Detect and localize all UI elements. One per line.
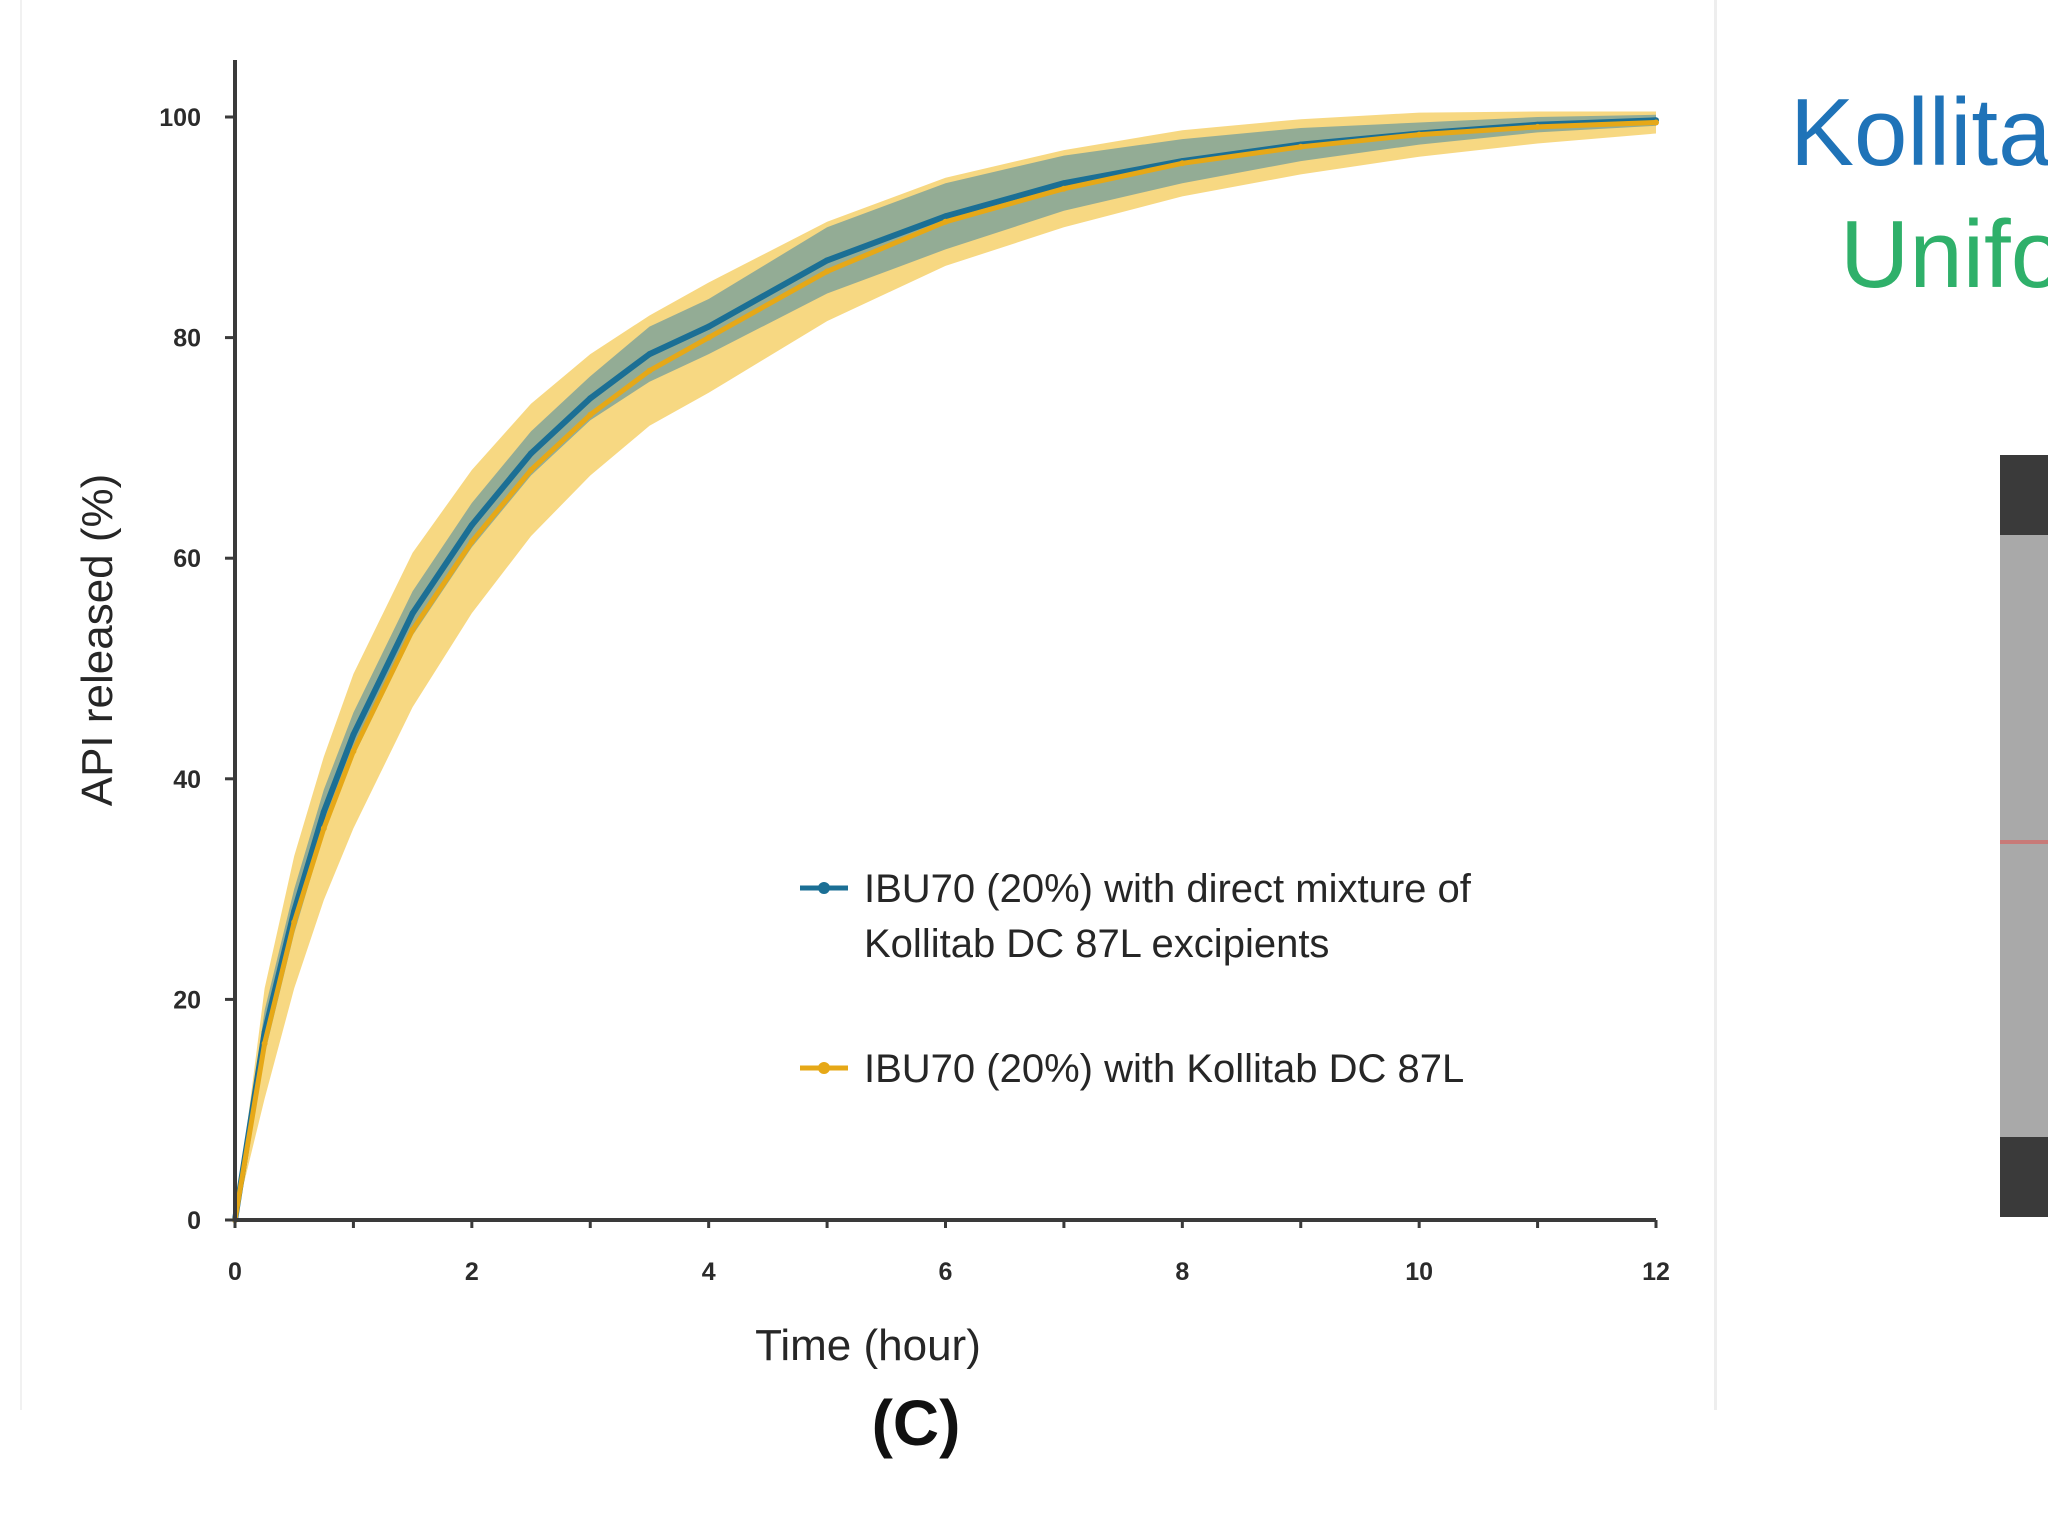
x-tick-label: 8 [1175,1258,1189,1286]
panel-label: (C) [872,1387,961,1459]
x-tick-label: 2 [465,1258,479,1286]
series-2-point [1060,185,1067,192]
legend-label: Kollitab DC 87L excipients [864,922,1329,966]
tablet-image-marker-line [2000,840,2048,844]
series-2-point [1534,123,1541,130]
series-2-point [1653,119,1659,126]
series-2-point [261,1040,268,1047]
tablet-image-dark-top [2000,455,2048,535]
series-2-point [1416,131,1423,138]
series-2-point [409,626,416,633]
series-2-point [468,538,475,545]
panel-divider [1714,0,1717,1410]
tablet-image-dark-bottom [2000,1137,2048,1217]
series-1-point [646,351,653,358]
series-2-point [705,334,712,341]
series-2-point [646,367,653,374]
x-tick-label: 6 [939,1258,953,1286]
series-2-point [350,748,357,755]
series-1-band [235,114,1656,1220]
side-panel-subtitle: Unifo [1840,201,2048,308]
series-1-point [320,808,327,815]
series-1-point [528,450,534,457]
legend-swatch-marker [818,882,830,894]
y-tick-label: 40 [173,766,201,794]
series-2-point [1297,143,1304,150]
y-tick-label: 80 [173,325,201,353]
series-2-point [942,218,949,225]
side-panel-title: Kollita [1790,79,2048,186]
y-tick-label: 100 [159,104,201,132]
chart-legend: IBU70 (20%) with direct mixture of Kollit… [800,867,1472,1091]
legend-swatch-marker [818,1062,830,1074]
series-2-point [824,268,831,275]
series-1-point [824,257,831,264]
y-tick-label: 0 [187,1207,201,1235]
variability-bands [235,111,1656,1220]
axis-ticks: 0 2 4 6 8 10 12 0 20 40 60 80 100 [159,104,1670,1286]
release-profile-chart: 0 2 4 6 8 10 12 0 20 40 60 80 100 Time (hour) API re… [73,60,1670,1459]
x-tick-label: 12 [1642,1258,1670,1286]
series-1-point [468,522,475,529]
series-1-point [1060,180,1067,187]
tablet-image [2000,455,2048,1217]
series-2-point [528,467,534,473]
series-lines [232,117,1659,1223]
y-axis-title: API released (%) [73,474,122,807]
series-1-point [705,323,712,330]
series-1-point [350,731,357,738]
series-2-point [291,919,298,926]
x-tick-label: 0 [228,1258,242,1286]
x-tick-label: 4 [702,1258,716,1286]
series-2-point [320,825,327,832]
series-1-point [942,213,949,220]
x-tick-label: 10 [1405,1258,1433,1286]
legend-label: IBU70 (20%) with Kollitab DC 87L [864,1047,1464,1091]
y-tick-label: 20 [173,986,201,1014]
series-1-point [587,395,594,402]
left-frame-border [20,0,22,1410]
series-2-point [1179,160,1186,167]
series-1-point [409,610,416,617]
x-axis-title: Time (hour) [755,1321,981,1370]
legend-label: IBU70 (20%) with direct mixture of [864,867,1472,911]
y-tick-label: 60 [173,545,201,573]
series-2-point [587,411,594,418]
